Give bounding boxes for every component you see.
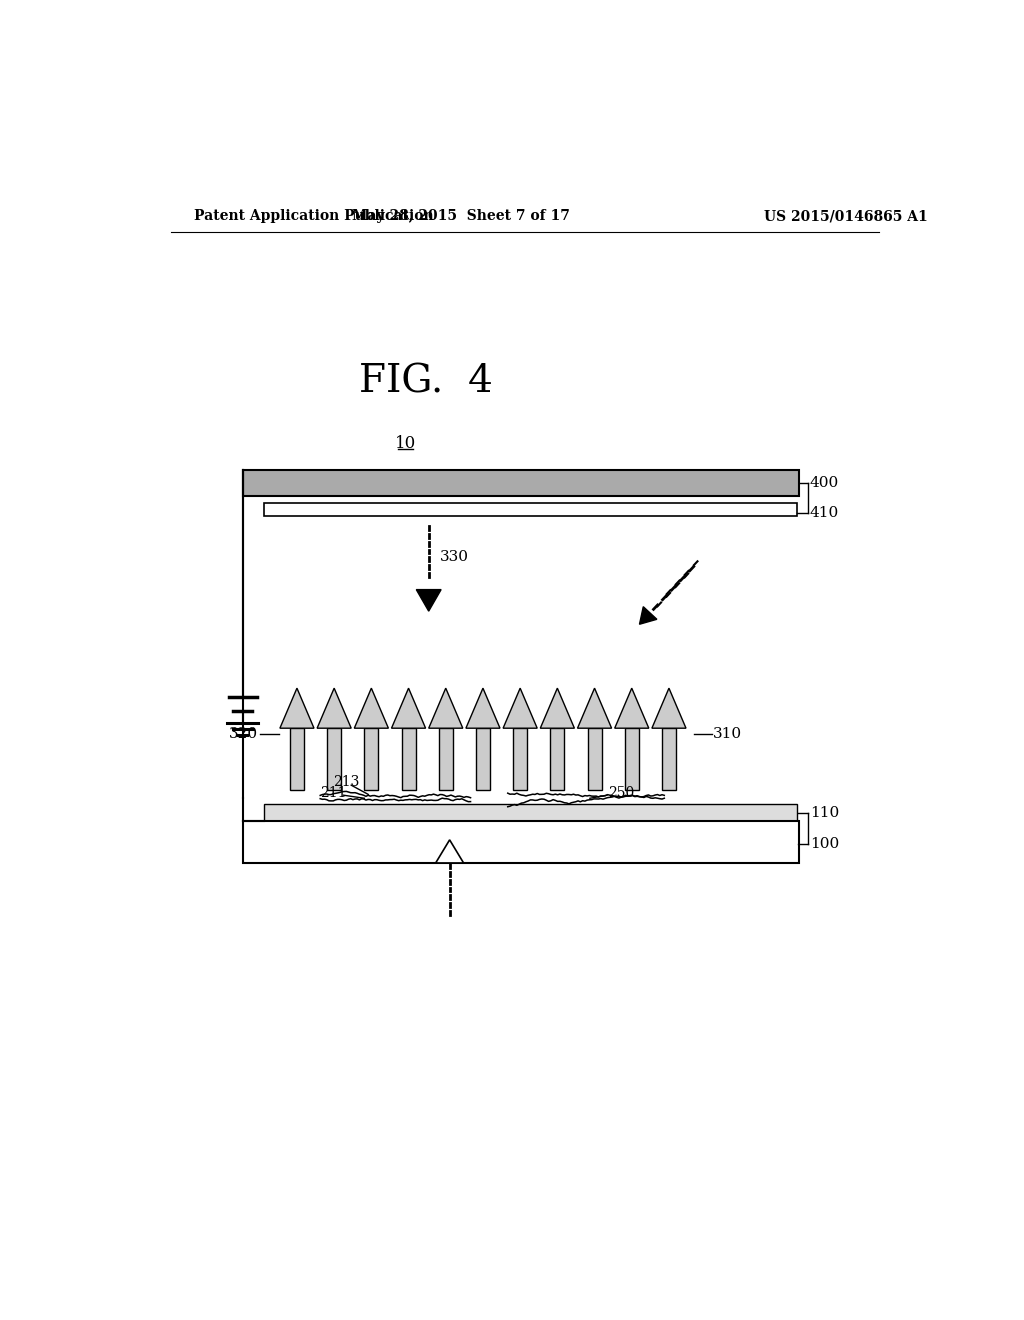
Polygon shape: [429, 688, 463, 729]
Bar: [263, 804, 797, 821]
Text: 400: 400: [810, 477, 840, 490]
Bar: [243, 821, 799, 863]
Text: Patent Application Publication: Patent Application Publication: [194, 209, 433, 223]
Text: 211: 211: [321, 785, 347, 800]
Polygon shape: [541, 688, 574, 729]
Polygon shape: [435, 840, 464, 863]
Polygon shape: [391, 688, 426, 729]
Text: 410: 410: [810, 506, 840, 520]
Bar: [625, 729, 639, 789]
Bar: [588, 729, 601, 789]
Bar: [438, 729, 453, 789]
Text: 310: 310: [713, 727, 742, 742]
Bar: [243, 470, 799, 496]
Bar: [550, 729, 564, 789]
Bar: [513, 729, 527, 789]
Polygon shape: [640, 607, 656, 624]
Text: 10: 10: [395, 434, 416, 451]
Bar: [476, 729, 489, 789]
Polygon shape: [317, 688, 351, 729]
Polygon shape: [280, 688, 314, 729]
Polygon shape: [652, 688, 686, 729]
Text: 100: 100: [810, 837, 840, 850]
Text: 330: 330: [439, 550, 469, 564]
Polygon shape: [417, 590, 441, 611]
Text: US 2015/0146865 A1: US 2015/0146865 A1: [764, 209, 928, 223]
Bar: [401, 729, 416, 789]
Text: 250: 250: [608, 785, 635, 800]
Polygon shape: [354, 688, 388, 729]
Bar: [263, 503, 797, 516]
Text: 110: 110: [810, 807, 840, 820]
Polygon shape: [503, 688, 538, 729]
Text: 320: 320: [229, 727, 258, 742]
Polygon shape: [466, 688, 500, 729]
Polygon shape: [578, 688, 611, 729]
Text: May 28, 2015  Sheet 7 of 17: May 28, 2015 Sheet 7 of 17: [352, 209, 570, 223]
Bar: [328, 729, 341, 789]
Bar: [662, 729, 676, 789]
Bar: [290, 729, 304, 789]
Bar: [365, 729, 378, 789]
Text: 213: 213: [333, 775, 359, 789]
Polygon shape: [614, 688, 649, 729]
Text: FIG.  4: FIG. 4: [359, 363, 494, 400]
